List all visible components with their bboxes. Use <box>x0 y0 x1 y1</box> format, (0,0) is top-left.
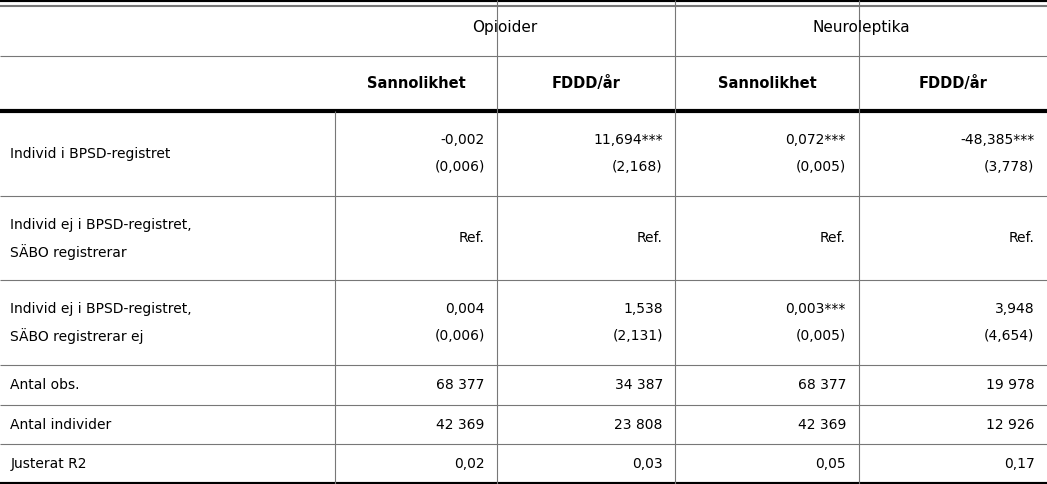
Text: Antal individer: Antal individer <box>10 418 112 432</box>
Text: 3,948: 3,948 <box>995 302 1034 316</box>
Text: 68 377: 68 377 <box>437 378 485 392</box>
Text: (0,005): (0,005) <box>796 160 846 174</box>
Text: Antal obs.: Antal obs. <box>10 378 80 392</box>
Text: 0,05: 0,05 <box>816 457 846 471</box>
Text: Justerat R2: Justerat R2 <box>10 457 87 471</box>
Text: 34 387: 34 387 <box>615 378 663 392</box>
Text: Ref.: Ref. <box>459 231 485 245</box>
Text: SÄBO registrerar: SÄBO registrerar <box>10 244 127 259</box>
Text: 1,538: 1,538 <box>623 302 663 316</box>
Text: (0,006): (0,006) <box>435 160 485 174</box>
Text: 11,694***: 11,694*** <box>594 133 663 147</box>
Text: 19 978: 19 978 <box>986 378 1034 392</box>
Text: 42 369: 42 369 <box>798 418 846 432</box>
Text: FDDD/år: FDDD/år <box>552 76 621 91</box>
Text: Ref.: Ref. <box>820 231 846 245</box>
Text: 0,17: 0,17 <box>1004 457 1034 471</box>
Text: 0,003***: 0,003*** <box>785 302 846 316</box>
Text: Sannolikhet: Sannolikhet <box>366 76 466 91</box>
Text: Sannolikhet: Sannolikhet <box>717 76 817 91</box>
Text: -48,385***: -48,385*** <box>960 133 1034 147</box>
Text: 0,004: 0,004 <box>445 302 485 316</box>
Text: 0,072***: 0,072*** <box>785 133 846 147</box>
Text: (2,168): (2,168) <box>612 160 663 174</box>
Text: 68 377: 68 377 <box>798 378 846 392</box>
Text: (3,778): (3,778) <box>984 160 1034 174</box>
Text: (2,131): (2,131) <box>612 329 663 343</box>
Text: Individ i BPSD-registret: Individ i BPSD-registret <box>10 147 171 161</box>
Text: Ref.: Ref. <box>1008 231 1034 245</box>
Text: SÄBO registrerar ej: SÄBO registrerar ej <box>10 328 144 344</box>
Text: (0,005): (0,005) <box>796 329 846 343</box>
Text: Ref.: Ref. <box>637 231 663 245</box>
Text: 0,03: 0,03 <box>632 457 663 471</box>
Text: 0,02: 0,02 <box>454 457 485 471</box>
Text: 12 926: 12 926 <box>986 418 1034 432</box>
Text: 23 808: 23 808 <box>615 418 663 432</box>
Text: Opioider: Opioider <box>472 20 538 35</box>
Text: Individ ej i BPSD-registret,: Individ ej i BPSD-registret, <box>10 302 192 316</box>
Text: 42 369: 42 369 <box>437 418 485 432</box>
Text: Neuroleptika: Neuroleptika <box>812 20 910 35</box>
Text: (0,006): (0,006) <box>435 329 485 343</box>
Text: -0,002: -0,002 <box>441 133 485 147</box>
Text: Individ ej i BPSD-registret,: Individ ej i BPSD-registret, <box>10 218 192 231</box>
Text: (4,654): (4,654) <box>984 329 1034 343</box>
Text: FDDD/år: FDDD/år <box>918 76 987 91</box>
